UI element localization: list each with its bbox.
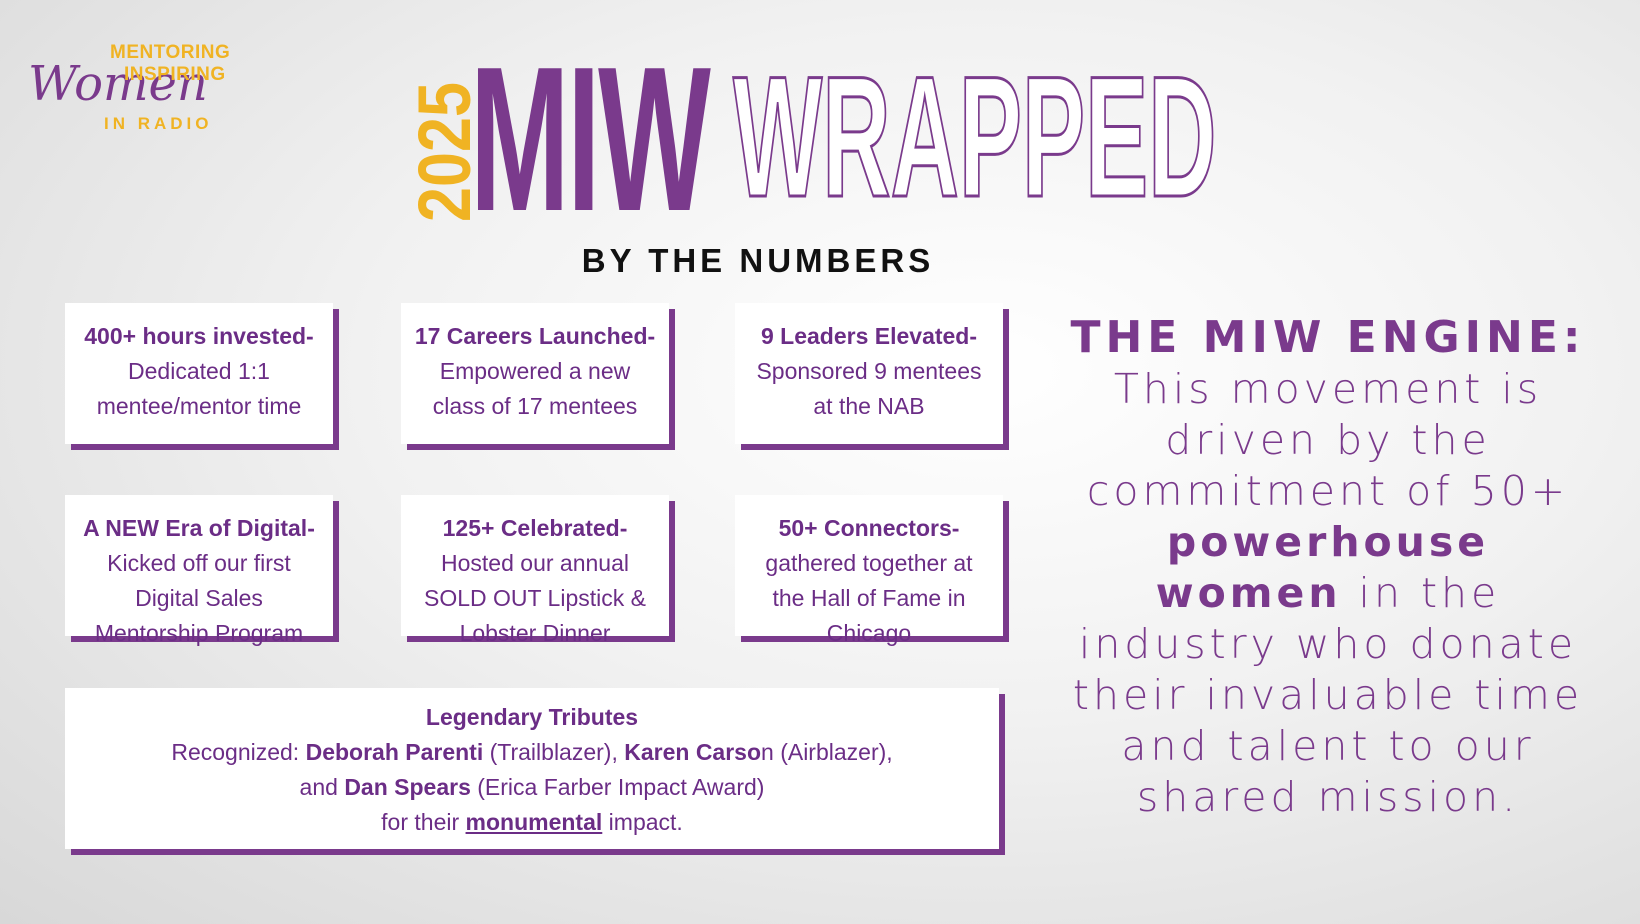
stat-card: 50+ Connectors-gathered together at the … xyxy=(735,495,1003,646)
engine-body: This movement is driven by the commitmen… xyxy=(1070,364,1586,823)
subtitle: BY THE NUMBERS xyxy=(581,242,935,279)
card-text: Dedicated 1:1 mentee/mentor time xyxy=(96,358,302,419)
text-segment: powerhouse women xyxy=(1155,518,1490,617)
tribute-line: Recognized: Deborah Parenti (Trailblazer… xyxy=(71,735,993,770)
card-text: Empowered a new class of 17 mentees xyxy=(432,358,638,419)
stat-card: 125+ Celebrated- Hosted our annual SOLD O… xyxy=(401,495,669,646)
stat-card: 400+ hours invested- Dedicated 1:1 mentee… xyxy=(65,303,333,444)
brand: MIW xyxy=(470,24,711,254)
card-title: 17 Careers Launched- xyxy=(414,323,656,349)
text-segment: Dan Spears xyxy=(344,774,471,800)
card-title: 125+ Celebrated- xyxy=(442,515,628,541)
logo-text: INSPIRING xyxy=(124,64,226,85)
tribute-title: Legendary Tributes xyxy=(425,704,639,730)
stat-card: A NEW Era of Digital- Kicked off our firs… xyxy=(65,495,333,646)
text-segment: (Erica Farber Impact Award) xyxy=(470,774,765,800)
wrapped-word: WRAPPED xyxy=(733,41,1217,233)
text-segment: for their xyxy=(381,809,466,835)
tribute-lines: Recognized: Deborah Parenti (Trailblazer… xyxy=(71,735,993,840)
card-title: 9 Leaders Elevated- xyxy=(760,323,978,349)
engine: THE MIW ENGINE: This movement is driven … xyxy=(1070,312,1586,823)
logo-text: MENTORING xyxy=(110,42,231,63)
logo-text: IN RADIO xyxy=(104,114,213,133)
tribute-line: and Dan Spears (Erica Farber Impact Awar… xyxy=(71,770,993,805)
card-text: Kicked off our first Digital Sales Mento… xyxy=(94,550,304,646)
wrapped-svg: WRAPPED xyxy=(732,40,1218,234)
logo-script: Women xyxy=(28,56,208,112)
card-title: 400+ hours invested- xyxy=(84,323,314,349)
engine-heading: THE MIW ENGINE: xyxy=(1070,312,1586,363)
tribute-card: Legendary Tributes Recognized: Deborah P… xyxy=(65,688,999,849)
text-segment: Recognized: xyxy=(171,739,306,765)
card-text: Hosted our annual SOLD OUT Lipstick & Lo… xyxy=(424,550,646,646)
card-title: A NEW Era of Digital- xyxy=(83,515,315,541)
text-segment: Karen Carso xyxy=(624,739,762,765)
text-segment: and xyxy=(299,774,345,800)
text-segment: in the industry who donate their invalua… xyxy=(1072,569,1584,821)
text-segment: Deborah Parenti xyxy=(305,739,484,765)
text-segment: n (Airblazer), xyxy=(761,739,893,765)
stat-card: 9 Leaders Elevated- Sponsored 9 mentees a… xyxy=(735,303,1003,444)
text-segment: monumental xyxy=(465,809,603,835)
text-segment: This movement is driven by the commitmen… xyxy=(1086,365,1570,515)
text-segment: impact. xyxy=(602,809,683,835)
wrapped-title: WRAPPED xyxy=(732,40,1218,234)
stat-card: 17 Careers Launched- Empowered a new clas… xyxy=(401,303,669,444)
text-segment: (Trailblazer), xyxy=(483,739,625,765)
card-text: gathered together at the Hall of Fame in… xyxy=(765,550,973,646)
tribute-line: for their monumental impact. xyxy=(71,805,993,840)
logo: Women MENTORING INSPIRING IN RADIO xyxy=(24,36,254,136)
card-title: 50+ Connectors- xyxy=(778,515,960,541)
card-text: Sponsored 9 mentees at the NAB xyxy=(756,358,982,419)
